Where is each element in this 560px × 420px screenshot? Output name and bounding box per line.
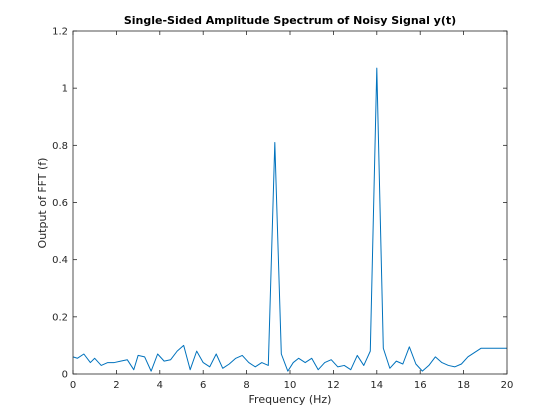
x-tick-label: 10 (284, 380, 297, 391)
y-tick-label: 0.4 (52, 255, 68, 266)
x-tick-label: 4 (157, 380, 163, 391)
y-tick-label: 1 (62, 84, 68, 95)
y-tick-label: 0.8 (52, 141, 68, 152)
series-line-0 (72, 67, 507, 372)
x-tick-label: 14 (370, 380, 383, 391)
x-tick-label: 18 (457, 380, 470, 391)
x-tick-label: 6 (200, 380, 206, 391)
plot-background (73, 31, 507, 374)
x-tick-label: 16 (414, 380, 427, 391)
x-tick-label: 12 (327, 380, 340, 391)
y-tick-label: 0.6 (52, 198, 68, 209)
x-tick-label: 2 (113, 380, 119, 391)
y-tick-label: 1.2 (52, 27, 68, 38)
y-axis-label: Output of FFT (f) (36, 158, 49, 249)
tick-layer: 0 2 4 6 8 10 12 14 16 18 20 0 0.2 0.4 0.6 0.8 1 1.2 (52, 27, 513, 392)
y-tick-label: 0.2 (52, 312, 68, 323)
chart-title: Single-Sided Amplitude Spectrum of Noisy… (124, 14, 456, 27)
x-tick-label: 20 (501, 380, 514, 391)
x-axis-label: Frequency (Hz) (249, 393, 332, 406)
series-layer (72, 67, 507, 372)
x-tick-label: 8 (243, 380, 249, 391)
y-tick-label: 0 (62, 370, 68, 381)
x-tick-label: 0 (70, 380, 76, 391)
plot-area (73, 31, 507, 374)
